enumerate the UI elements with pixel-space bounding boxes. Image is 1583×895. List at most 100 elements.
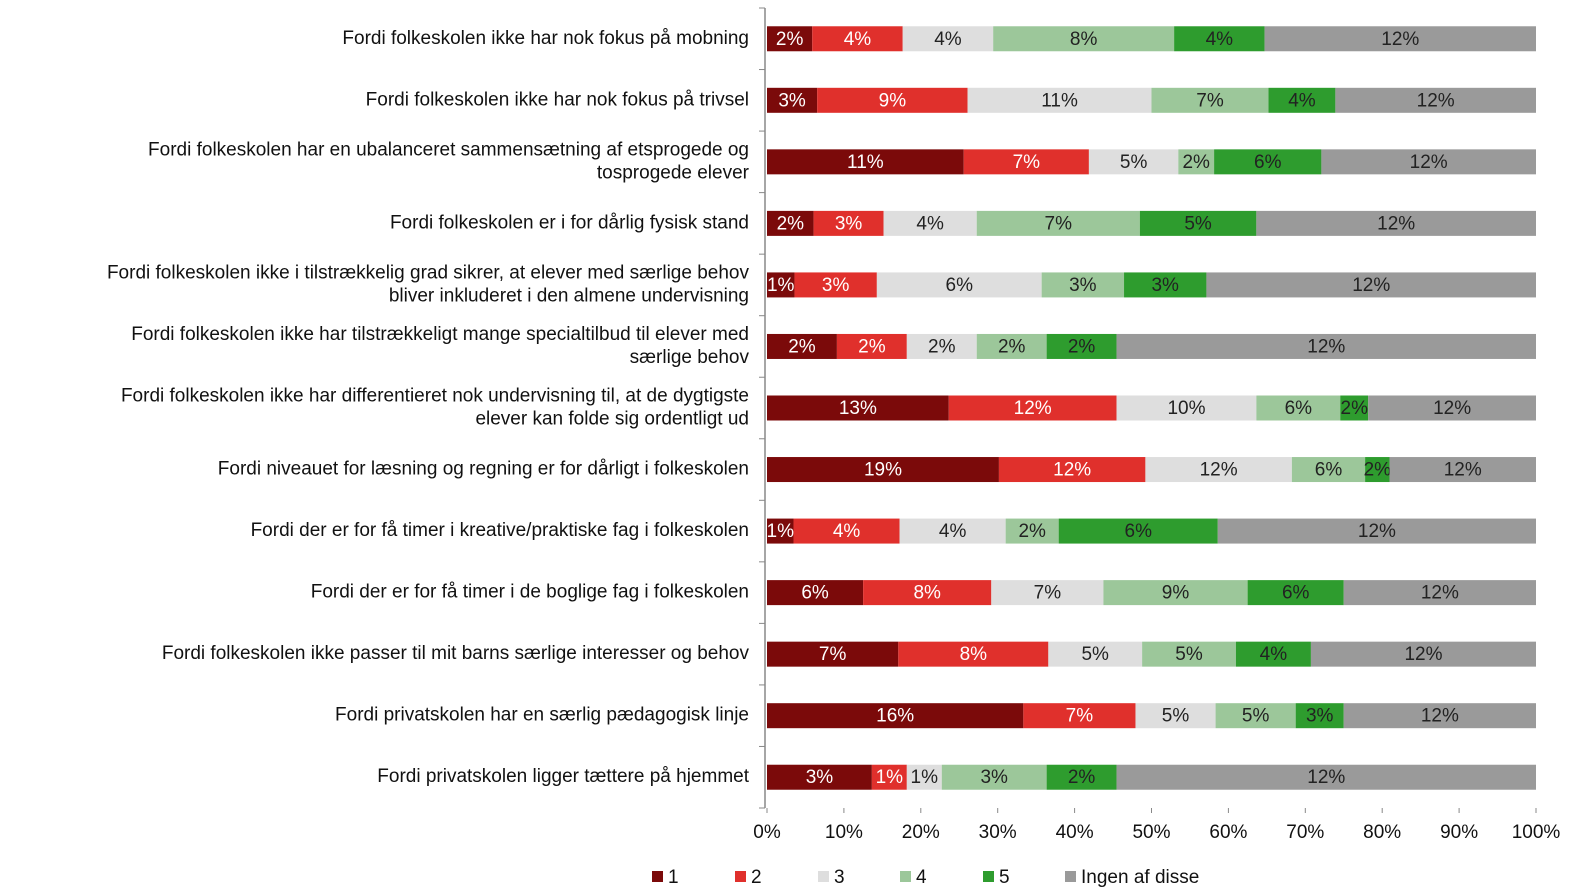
data-label: 4% <box>916 213 944 234</box>
bar-segment <box>1295 703 1344 729</box>
y-tick-label: Fordi der er for få timer i de boglige f… <box>311 582 749 603</box>
data-label: 5% <box>1175 644 1203 665</box>
bar-segment <box>767 210 814 236</box>
bar-segment <box>1389 457 1536 483</box>
bar-segment <box>813 210 884 236</box>
data-label: 19% <box>864 460 902 481</box>
y-tick-label: Fordi folkeskolen ikke har nok fokus på … <box>342 28 749 49</box>
data-label: 12% <box>1200 460 1238 481</box>
bar-segment <box>1174 26 1265 52</box>
legend-label: Ingen af disse <box>1081 867 1199 888</box>
x-tick-label: 90% <box>1440 822 1478 843</box>
bar-segment <box>963 149 1089 175</box>
data-label: 12% <box>1307 336 1345 357</box>
data-label: 12% <box>1417 90 1455 111</box>
data-label: 4% <box>934 29 962 50</box>
bar-segment <box>906 764 942 790</box>
data-label: 6% <box>1125 521 1153 542</box>
x-tick-label: 70% <box>1286 822 1324 843</box>
data-label: 7% <box>1034 583 1062 604</box>
data-label: 2% <box>788 336 816 357</box>
bar-segment <box>976 333 1047 359</box>
bar-segment <box>767 333 837 359</box>
bar-segment <box>1217 518 1536 544</box>
x-tick-label: 10% <box>825 822 863 843</box>
bar-segment <box>1215 703 1296 729</box>
bar-segment <box>1178 149 1215 175</box>
legend-label: 2 <box>751 867 762 888</box>
bar-segment <box>991 580 1104 606</box>
data-label: 4% <box>844 29 872 50</box>
data-label: 1% <box>767 521 795 542</box>
bar-segment <box>1005 518 1059 544</box>
data-label: 12% <box>1404 644 1442 665</box>
data-label: 9% <box>879 90 907 111</box>
bar-segment <box>767 580 864 606</box>
bar-segment <box>993 26 1175 52</box>
x-tick-label: 20% <box>902 822 940 843</box>
data-label: 7% <box>1196 90 1224 111</box>
data-label: 6% <box>946 275 974 296</box>
data-label: 2% <box>1068 767 1096 788</box>
legend-swatch <box>983 871 994 882</box>
data-label: 6% <box>801 583 829 604</box>
bar-segment <box>1116 395 1257 421</box>
bar-segment <box>1343 580 1536 606</box>
x-tick-label: 0% <box>753 822 781 843</box>
data-label: 2% <box>1068 336 1096 357</box>
data-label: 5% <box>1184 213 1212 234</box>
data-label: 3% <box>822 275 850 296</box>
y-tick-label: Fordi folkeskolen er i for dårlig fysisk… <box>390 212 749 233</box>
data-label: 8% <box>913 583 941 604</box>
bar-segment <box>941 764 1047 790</box>
bar-segment <box>898 641 1049 667</box>
data-label: 13% <box>839 398 877 419</box>
data-label: 10% <box>1167 398 1205 419</box>
y-tick-label: Fordi folkeskolen ikke har tilstrækkelig… <box>131 324 749 368</box>
bar-segment <box>967 87 1152 113</box>
bar-segment <box>812 26 903 52</box>
bar-segment <box>1088 149 1179 175</box>
bar-segment <box>794 272 877 298</box>
bar-segment <box>883 210 977 236</box>
bar-segment <box>767 149 964 175</box>
bar-segment <box>767 641 899 667</box>
data-label: 3% <box>778 90 806 111</box>
data-label: 3% <box>806 767 834 788</box>
bar-segment <box>1256 395 1341 421</box>
data-label: 3% <box>835 213 863 234</box>
y-tick-label: Fordi folkeskolen ikke passer til mit ba… <box>162 643 750 664</box>
bar-segment <box>876 272 1042 298</box>
bar-segment <box>1268 87 1336 113</box>
bar-segment <box>767 26 813 52</box>
data-label: 7% <box>819 644 847 665</box>
data-label: 2% <box>1018 521 1046 542</box>
x-tick-label: 30% <box>979 822 1017 843</box>
bar-segment <box>767 457 999 483</box>
data-label: 3% <box>980 767 1008 788</box>
data-label: 6% <box>1254 152 1282 173</box>
bar-segment <box>1151 87 1269 113</box>
legend-swatch <box>652 871 663 882</box>
data-label: 8% <box>1070 29 1098 50</box>
bar-segment <box>1365 457 1390 483</box>
bar-segment <box>1135 703 1216 729</box>
bar-segment <box>1041 272 1125 298</box>
x-tick-label: 100% <box>1512 822 1561 843</box>
bar-segment <box>1256 210 1536 236</box>
data-label: 2% <box>776 29 804 50</box>
bar-segment <box>976 210 1140 236</box>
bar-segment <box>1235 641 1311 667</box>
bar-segment <box>998 457 1146 483</box>
x-tick-label: 50% <box>1132 822 1170 843</box>
data-label: 5% <box>1081 644 1109 665</box>
bar-segment <box>1310 641 1536 667</box>
data-label: 2% <box>858 336 886 357</box>
data-label: 12% <box>1421 706 1459 727</box>
data-label: 2% <box>1364 460 1392 481</box>
data-label: 4% <box>1260 644 1288 665</box>
bar-segment <box>863 580 992 606</box>
legend-swatch <box>818 871 829 882</box>
